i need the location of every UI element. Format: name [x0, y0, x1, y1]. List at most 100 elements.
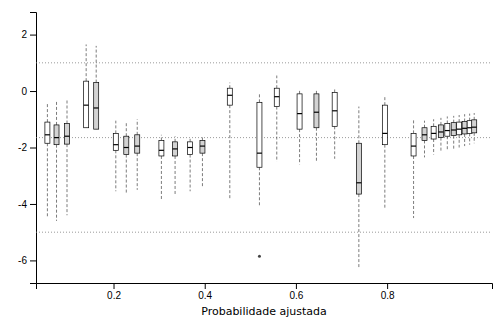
- tick: 0.6: [289, 283, 303, 301]
- median: [94, 107, 99, 108]
- whisker: [47, 102, 48, 122]
- median: [332, 110, 337, 111]
- box: [411, 133, 416, 156]
- median: [297, 113, 302, 114]
- tick-label: 0.4: [198, 290, 212, 301]
- box: [124, 136, 129, 154]
- whisker: [202, 153, 203, 187]
- whisker: [316, 90, 317, 94]
- median: [472, 127, 477, 128]
- whisker: [469, 114, 470, 121]
- whisker: [175, 156, 176, 196]
- box-plot: [411, 119, 416, 218]
- whisker: [86, 44, 87, 81]
- whisker: [469, 133, 470, 144]
- chart: 0.20.40.60.820-2-4-6Probabilidade ajusta…: [0, 0, 504, 323]
- whisker: [190, 138, 191, 142]
- reference-line: [36, 232, 492, 233]
- plot-area: [36, 44, 492, 267]
- box: [431, 126, 436, 139]
- whisker: [67, 144, 68, 215]
- whisker: [56, 101, 57, 125]
- whisker: [299, 129, 300, 164]
- whisker: [358, 194, 359, 267]
- whisker: [126, 122, 127, 136]
- whisker: [137, 119, 138, 135]
- tick-mark: [30, 148, 36, 149]
- whisker: [299, 90, 300, 94]
- box: [332, 92, 337, 126]
- box: [94, 83, 99, 130]
- median: [411, 145, 416, 146]
- box-plot: [438, 118, 443, 152]
- box: [173, 142, 178, 156]
- whisker: [115, 121, 116, 134]
- tick-label: -6: [18, 255, 27, 266]
- median: [451, 129, 456, 130]
- tick-label: -2: [18, 142, 27, 153]
- whisker: [459, 115, 460, 122]
- box: [356, 143, 361, 194]
- whisker: [384, 145, 385, 209]
- whisker: [464, 134, 465, 146]
- whisker: [413, 156, 414, 218]
- whisker: [433, 139, 434, 155]
- median: [462, 128, 467, 129]
- box-plot: [332, 88, 337, 159]
- whisker: [161, 135, 162, 141]
- box: [297, 94, 302, 129]
- whisker: [440, 138, 441, 152]
- tick: 0.8: [381, 283, 395, 301]
- whisker: [424, 140, 425, 157]
- tick-mark: [30, 91, 36, 92]
- tick-mark: [114, 283, 115, 289]
- box: [472, 120, 477, 133]
- median: [84, 105, 89, 106]
- box: [451, 123, 456, 136]
- box-plot: [200, 136, 205, 187]
- tick-label: 2: [21, 29, 27, 40]
- box-plot: [462, 114, 467, 146]
- box: [227, 88, 232, 105]
- whisker: [190, 155, 191, 192]
- whisker: [161, 156, 162, 200]
- whisker: [202, 136, 203, 140]
- tick-label: 0.2: [107, 290, 121, 301]
- box-plot: [382, 97, 387, 209]
- box: [159, 140, 164, 156]
- tick-label: 0.8: [381, 290, 395, 301]
- tick: -4: [18, 199, 36, 210]
- reference-line: [36, 62, 492, 63]
- axis-line: [37, 284, 493, 290]
- tick-mark: [296, 283, 297, 289]
- box: [257, 102, 262, 167]
- whisker: [440, 118, 441, 125]
- whisker: [334, 88, 335, 92]
- box-plot: [457, 115, 462, 147]
- box-plot: [159, 135, 164, 200]
- whisker: [447, 116, 448, 123]
- median: [45, 134, 50, 135]
- median: [65, 136, 70, 137]
- tick-label: 0.6: [289, 290, 303, 301]
- y-axis: 20-2-4-6: [18, 13, 36, 284]
- whisker: [424, 121, 425, 128]
- median: [159, 150, 164, 151]
- whisker: [413, 119, 414, 133]
- whisker: [47, 143, 48, 218]
- whisker: [459, 135, 460, 148]
- median: [457, 129, 462, 130]
- median: [382, 133, 387, 134]
- outlier: [258, 255, 261, 258]
- box: [200, 140, 205, 153]
- median: [135, 145, 140, 146]
- whisker: [96, 46, 97, 83]
- box-plot: [65, 100, 70, 216]
- whisker: [56, 145, 57, 221]
- box: [445, 124, 450, 137]
- box-plot: [422, 121, 427, 158]
- box: [54, 125, 59, 145]
- box-plot: [227, 83, 232, 200]
- median: [422, 134, 427, 135]
- box: [462, 122, 467, 134]
